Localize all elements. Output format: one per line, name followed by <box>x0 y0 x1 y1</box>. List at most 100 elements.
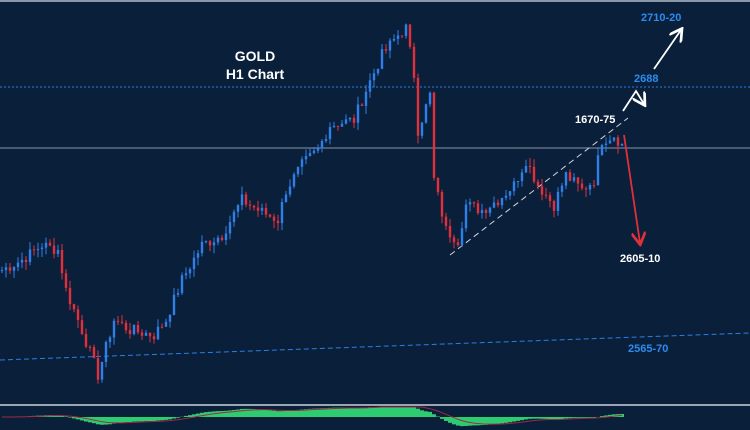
candle-body <box>288 186 292 195</box>
macd-bar <box>584 417 588 418</box>
candle-body <box>144 332 148 336</box>
macd-bar <box>560 417 564 419</box>
candle-body <box>612 137 616 141</box>
macd-bar <box>224 410 228 417</box>
macd-bar <box>368 407 372 417</box>
candle-body <box>420 122 424 136</box>
candle-body <box>564 172 568 186</box>
macd-bar <box>76 417 80 420</box>
candle-body <box>56 250 60 254</box>
candle-body <box>400 35 404 37</box>
candle-body <box>232 211 236 223</box>
candle-body <box>244 194 248 205</box>
candle-body <box>12 267 16 271</box>
candle-body <box>572 177 576 181</box>
macd-bar <box>448 417 452 423</box>
candle-body <box>524 165 528 173</box>
macd-bar <box>400 407 404 417</box>
chart-title: GOLD <box>234 48 276 64</box>
candle-body <box>264 207 268 215</box>
macd-bar <box>600 416 604 417</box>
macd-bar <box>404 407 408 417</box>
macd-bar <box>480 417 484 426</box>
target-down-label: 2605-10 <box>620 253 661 265</box>
macd-bar <box>516 417 520 421</box>
macd-bar <box>172 417 176 419</box>
macd-bar <box>396 407 400 417</box>
candle-body <box>16 262 20 268</box>
candle-body <box>472 202 476 204</box>
candle-body <box>272 216 276 221</box>
candle-body <box>88 346 92 348</box>
candle-body <box>168 315 172 322</box>
candle-body <box>460 228 464 245</box>
macd-bar <box>340 407 344 417</box>
macd-bar <box>240 408 244 417</box>
candle-body <box>560 185 564 192</box>
candle-body <box>220 237 224 241</box>
candle-body <box>432 92 436 178</box>
candle-body <box>112 320 116 338</box>
candle-body <box>300 159 304 167</box>
macd-bar <box>564 417 568 419</box>
macd-bar <box>612 414 616 417</box>
candle-body <box>104 341 108 362</box>
candle-body <box>72 304 76 310</box>
macd-bar <box>588 417 592 418</box>
candle-body <box>196 253 200 258</box>
macd-bar <box>100 417 104 425</box>
macd-bar <box>456 417 460 426</box>
macd-bar <box>284 410 288 417</box>
candle-body <box>468 202 472 205</box>
bounce-arrow-icon <box>622 89 644 112</box>
candle-body <box>212 242 216 246</box>
macd-bar <box>608 414 612 417</box>
candle-body <box>68 287 72 305</box>
candle-body <box>492 202 496 208</box>
macd-bar <box>508 417 512 423</box>
candle-body <box>408 24 412 47</box>
macd-bar <box>308 408 312 417</box>
macd-bar <box>428 411 432 417</box>
macd-bar <box>112 417 116 424</box>
candle-body <box>332 125 336 128</box>
candle-body <box>200 241 204 254</box>
macd-bar <box>392 407 396 417</box>
candle-body <box>428 92 432 105</box>
macd-bar <box>304 409 308 417</box>
candle-body <box>412 46 416 78</box>
macd-bar <box>296 409 300 417</box>
candle-body <box>424 104 428 123</box>
macd-bar <box>388 407 392 417</box>
macd-bar <box>472 417 476 426</box>
candle-body <box>184 273 188 276</box>
macd-bar <box>288 410 292 417</box>
macd-bar <box>256 409 260 417</box>
candle-body <box>176 293 180 295</box>
candle-body <box>480 210 484 214</box>
macd-bar <box>540 417 544 419</box>
candle-body <box>172 294 176 316</box>
macd-bar <box>412 407 416 417</box>
macd-bar <box>552 417 556 420</box>
candle-body <box>308 153 312 157</box>
candles <box>0 23 624 384</box>
candle-body <box>204 241 208 243</box>
candle-body <box>500 197 504 206</box>
macd-bar <box>56 415 60 417</box>
candle-body <box>340 123 344 127</box>
candle-body <box>296 166 300 175</box>
macd-bar <box>380 407 384 417</box>
macd-bar <box>504 417 508 423</box>
macd-bar <box>200 412 204 417</box>
candle-body <box>136 324 140 333</box>
candle-body <box>364 91 368 106</box>
macd-bar <box>320 408 324 417</box>
candle-body <box>96 358 100 380</box>
macd-bar <box>236 409 240 417</box>
chart-subtitle: H1 Chart <box>225 66 285 82</box>
candle-body <box>148 332 152 337</box>
candle-body <box>504 195 508 198</box>
macd-bar <box>312 408 316 417</box>
macd-bar <box>384 407 388 417</box>
